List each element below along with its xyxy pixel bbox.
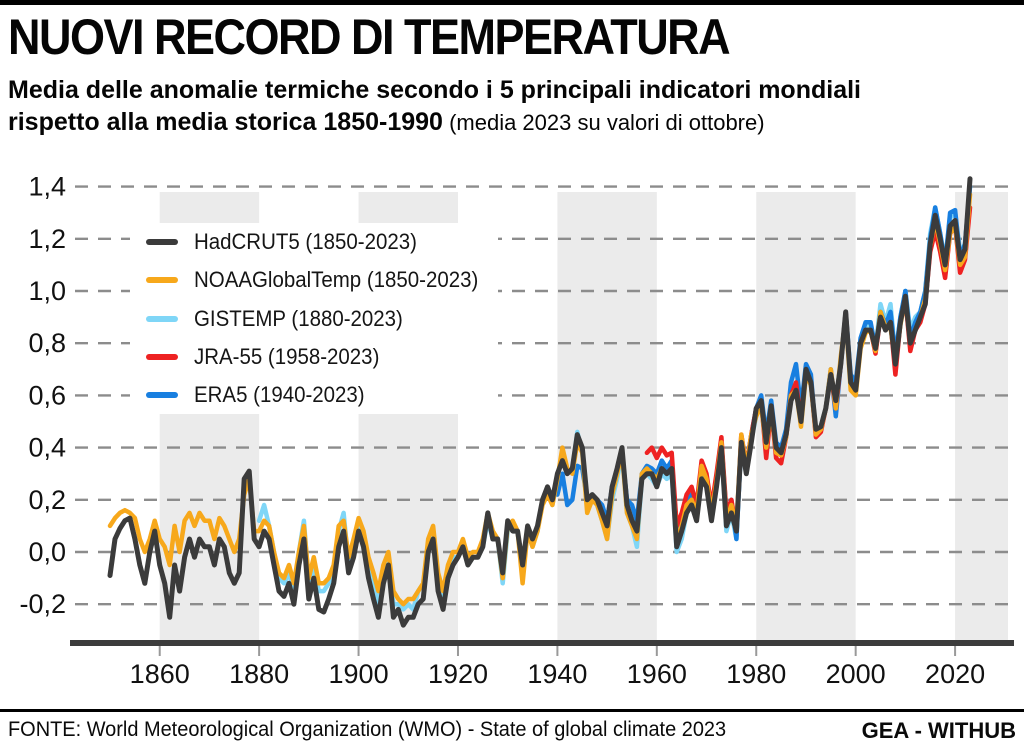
era5-line-swatch bbox=[146, 392, 178, 398]
legend-item-noaa: NOAAGlobalTemp (1850-2023) bbox=[130, 263, 498, 297]
x-tick-label: 1860 bbox=[130, 659, 190, 689]
jra55-line-swatch bbox=[146, 353, 178, 360]
brand-logo: GEA - WITHUB bbox=[861, 718, 1016, 743]
footer: FONTE: World Meteorological Organization… bbox=[0, 716, 1024, 747]
chart-subtitle: Media delle anomalie termiche secondo i … bbox=[8, 74, 1016, 138]
legend-item-hadcrut5: HadCRUT5 (1850-2023) bbox=[130, 225, 498, 259]
legend-label-hadcrut5: HadCRUT5 (1850-2023) bbox=[194, 229, 417, 254]
x-tick-label: 2000 bbox=[826, 659, 886, 689]
source-credit: FONTE: World Meteorological Organization… bbox=[8, 718, 727, 741]
subtitle-line2: rispetto alla media storica 1850-1990 bbox=[8, 107, 443, 136]
x-tick-label: 1920 bbox=[428, 659, 488, 689]
decade-band bbox=[557, 192, 657, 641]
y-tick-label: 1,4 bbox=[28, 172, 66, 202]
legend-label-gistemp: GISTEMP (1880-2023) bbox=[194, 305, 403, 331]
series-line-hadcrut5 bbox=[107, 176, 973, 628]
x-tick-label: 1940 bbox=[527, 659, 587, 689]
top-bar bbox=[0, 0, 1024, 5]
legend-label-noaa: NOAAGlobalTemp (1850-2023) bbox=[194, 267, 479, 293]
x-tick-label: 1960 bbox=[627, 659, 687, 689]
y-tick-label: -0,2 bbox=[19, 589, 66, 619]
legend-label-jra55: JRA-55 (1958-2023) bbox=[194, 343, 380, 369]
gistemp-line-swatch bbox=[146, 315, 178, 322]
y-tick-label: 0,4 bbox=[28, 433, 66, 463]
y-tick-label: 1,2 bbox=[28, 224, 66, 254]
subtitle-note: (media 2023 su valori di ottobre) bbox=[442, 109, 765, 135]
page-title: NUOVI RECORD DI TEMPERATURA bbox=[8, 8, 731, 66]
header: NUOVI RECORD DI TEMPERATURA Media delle … bbox=[8, 8, 1016, 138]
y-tick-label: 0,0 bbox=[28, 537, 66, 567]
chart-legend: HadCRUT5 (1850-2023) NOAAGlobalTemp (185… bbox=[130, 223, 498, 414]
y-tick-label: 0,6 bbox=[28, 380, 66, 410]
x-tick-label: 1880 bbox=[229, 659, 289, 689]
y-tick-label: 0,2 bbox=[28, 485, 66, 515]
x-tick-label: 2020 bbox=[925, 659, 985, 689]
x-tick-label: 1900 bbox=[329, 659, 389, 689]
legend-item-jra55: JRA-55 (1958-2023) bbox=[130, 340, 498, 374]
y-tick-label: 0,8 bbox=[28, 328, 66, 358]
hadcrut5-line-swatch bbox=[146, 239, 178, 245]
legend-item-era5: ERA5 (1940-2023) bbox=[130, 378, 498, 412]
y-tick-label: 1,0 bbox=[28, 276, 66, 306]
noaa-line-swatch bbox=[146, 277, 178, 284]
footer-divider bbox=[0, 709, 1024, 712]
legend-item-gistemp: GISTEMP (1880-2023) bbox=[130, 302, 498, 336]
subtitle-line1: Media delle anomalie termiche secondo i … bbox=[8, 75, 861, 104]
legend-label-era5: ERA5 (1940-2023) bbox=[194, 382, 365, 407]
x-tick-label: 1980 bbox=[726, 659, 786, 689]
